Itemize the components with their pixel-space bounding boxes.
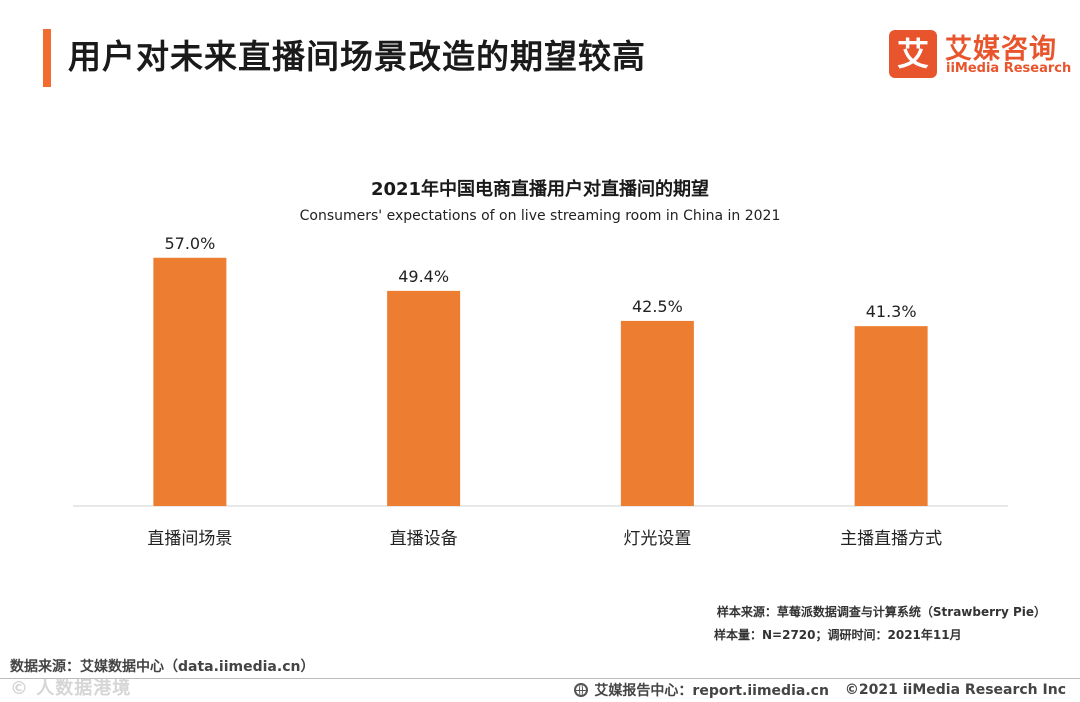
- report-center-link[interactable]: 艾媒报告中心：report.iimedia.cn: [594, 683, 829, 699]
- data-source-note: 数据来源：艾媒数据中心（data.iimedia.cn）: [10, 659, 315, 675]
- watermark: © 人数据港境: [10, 678, 132, 699]
- bar-value-label: 42.5%: [632, 297, 683, 316]
- chart-subtitle: Consumers' expectations of on live strea…: [299, 208, 781, 224]
- chart-title: 2021年中国电商直播用户对直播间的期望: [370, 179, 710, 200]
- logo-mark-icon: 艾: [889, 30, 937, 78]
- footer: 艾媒报告中心：report.iimedia.cn ©2021 iiMedia R…: [574, 680, 1066, 700]
- copyright-text: ©2021 iiMedia Research Inc: [844, 682, 1066, 698]
- globe-icon: [574, 683, 589, 697]
- bar-3: [620, 320, 694, 506]
- logo-name-cn: 艾媒咨询: [945, 34, 1057, 65]
- bar-1: [153, 257, 227, 506]
- bar-value-label: 41.3%: [866, 302, 917, 321]
- bar-2: [387, 290, 461, 506]
- bar-4: [854, 326, 928, 506]
- sample-source-note: 样本来源：草莓派数据调查与计算系统（Strawberry Pie）: [716, 605, 1046, 619]
- category-label: 主播直播方式: [840, 529, 942, 549]
- page-title: 用户对未来直播间场景改造的期望较高: [68, 37, 646, 76]
- iimedia-logo: 艾 艾媒咨询 iiMedia Research: [889, 28, 1071, 82]
- category-label: 直播设备: [390, 529, 458, 549]
- category-label: 灯光设置: [623, 529, 691, 549]
- sample-size-note: 样本量：N=2720；调研时间：2021年11月: [714, 628, 962, 642]
- title-accent-bar: [43, 29, 51, 87]
- logo-name-en: iiMedia Research: [946, 61, 1072, 76]
- category-label: 直播间场景: [147, 529, 232, 549]
- footer-divider: [0, 678, 1080, 679]
- bar-value-label: 57.0%: [164, 234, 215, 253]
- bar-value-label: 49.4%: [398, 267, 449, 286]
